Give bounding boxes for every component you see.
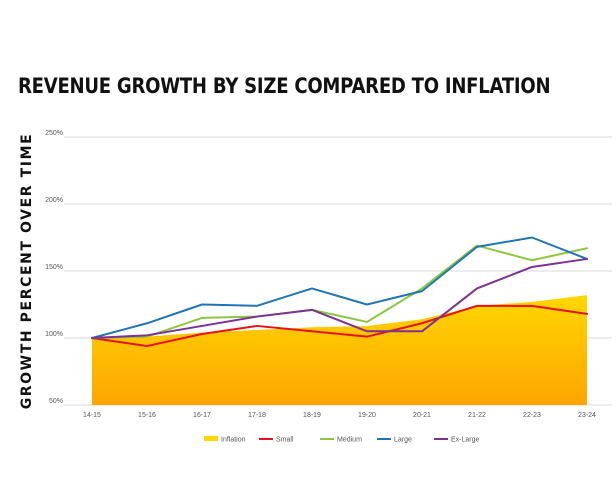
- chart-title: REVENUE GROWTH BY SIZE COMPARED TO INFLA…: [18, 74, 551, 98]
- legend-label-small: Small: [276, 437, 294, 444]
- x-tick-label: 16-17: [193, 412, 211, 419]
- legend-label-large: Large: [394, 437, 412, 444]
- y-tick-label: 250%: [45, 130, 63, 137]
- x-axis: 14-15 15-16 16-17 17-18 18-19 19-20 20-21 21-22…: [83, 412, 596, 419]
- legend: Inflation Small Medium Large Ex-Large: [204, 436, 480, 444]
- x-tick-label: 19-20: [358, 412, 376, 419]
- y-tick-label: 200%: [45, 197, 63, 204]
- area-layer: [92, 295, 587, 405]
- y-tick-label: 100%: [45, 331, 63, 338]
- line-layer: [91, 236, 588, 348]
- x-tick-label: 23-24: [578, 412, 596, 419]
- y-tick-label: 50%: [49, 398, 63, 405]
- legend-label-medium: Medium: [337, 437, 362, 444]
- series-area-inflation: [92, 295, 587, 405]
- legend-label-ex-large: Ex-Large: [451, 437, 480, 444]
- x-tick-label: 20-21: [413, 412, 431, 419]
- series-line-ex-large: [91, 257, 588, 339]
- series-line-medium: [91, 244, 588, 339]
- x-tick-label: 15-16: [138, 412, 156, 419]
- series-line-large: [91, 236, 588, 339]
- y-tick-label: 150%: [45, 264, 63, 271]
- x-tick-label: 17-18: [248, 412, 266, 419]
- x-tick-label: 21-22: [468, 412, 486, 419]
- legend-swatch-inflation: [204, 436, 218, 441]
- y-axis: 50% 100% 150% 200% 250%: [45, 130, 63, 405]
- x-tick-label: 22-23: [523, 412, 541, 419]
- legend-label-inflation: Inflation: [221, 437, 246, 444]
- x-tick-label: 18-19: [303, 412, 321, 419]
- series-line-small: [91, 304, 588, 348]
- x-tick-label: 14-15: [83, 412, 101, 419]
